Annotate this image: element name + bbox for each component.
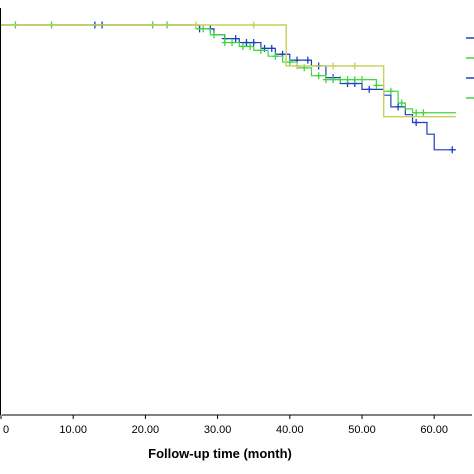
series-1-censor-mark xyxy=(232,35,239,43)
series-3-censor-mark xyxy=(192,21,199,29)
x-tick-label: 20.00 xyxy=(132,424,160,436)
series-2-censor-mark xyxy=(373,81,380,89)
series-1-censor-mark xyxy=(243,39,250,47)
series-1-line xyxy=(1,24,456,151)
series-2-censor-mark xyxy=(337,76,344,84)
series-2-censor-mark xyxy=(239,42,246,50)
series-3-censor-mark xyxy=(351,62,358,70)
series-2-censor-mark xyxy=(257,46,264,54)
series-2-censor-mark xyxy=(221,39,228,47)
series-1-censor-mark xyxy=(250,39,257,47)
plot-area xyxy=(1,21,456,154)
series-1-censor-mark xyxy=(449,146,456,154)
series-2-censor-mark xyxy=(344,76,351,84)
series-1-censor-mark xyxy=(366,85,373,93)
series-1-censor-mark xyxy=(413,119,420,126)
series-2-censor-mark xyxy=(210,31,217,39)
legend xyxy=(466,37,474,99)
series-2-censor-mark xyxy=(330,76,337,84)
x-tick-label: 40.00 xyxy=(276,424,304,436)
series-2-censor-mark xyxy=(359,76,365,84)
x-tick-label: 50.00 xyxy=(348,424,376,436)
series-2-censor-mark xyxy=(387,87,394,95)
series-2-censor-mark xyxy=(322,76,329,84)
series-3-censor-mark xyxy=(250,21,257,29)
series-2-censor-mark xyxy=(247,42,254,50)
series-2-censor-mark xyxy=(286,58,293,66)
series-2-censor-mark xyxy=(420,109,427,117)
series-2-censor-mark xyxy=(413,109,420,117)
series-2-censor-mark xyxy=(200,25,207,33)
series-1-censor-mark xyxy=(268,44,275,52)
series-2-censor-mark xyxy=(351,76,358,84)
x-tick-label: 10.00 xyxy=(59,424,87,436)
series-2-censor-mark xyxy=(272,52,279,60)
x-axis-title: Follow-up time (month) xyxy=(148,446,292,461)
series-3-censor-mark xyxy=(330,62,337,70)
x-ticks: 0 10.00 20.00 30.00 40.00 50.00 60.00 xyxy=(0,415,448,436)
series-3-censor-mark xyxy=(294,62,301,70)
axes xyxy=(0,8,472,416)
series-2-censor-mark xyxy=(229,39,236,47)
series-1-censor-mark xyxy=(395,103,402,111)
series-2-censor-mark xyxy=(398,99,405,107)
x-tick-label: 60.00 xyxy=(420,424,448,436)
x-tick-label: 0 xyxy=(3,424,9,436)
x-tick-label: 30.00 xyxy=(204,424,232,436)
series-2-censor-mark xyxy=(315,72,322,80)
series-1-censor-mark xyxy=(304,56,311,64)
